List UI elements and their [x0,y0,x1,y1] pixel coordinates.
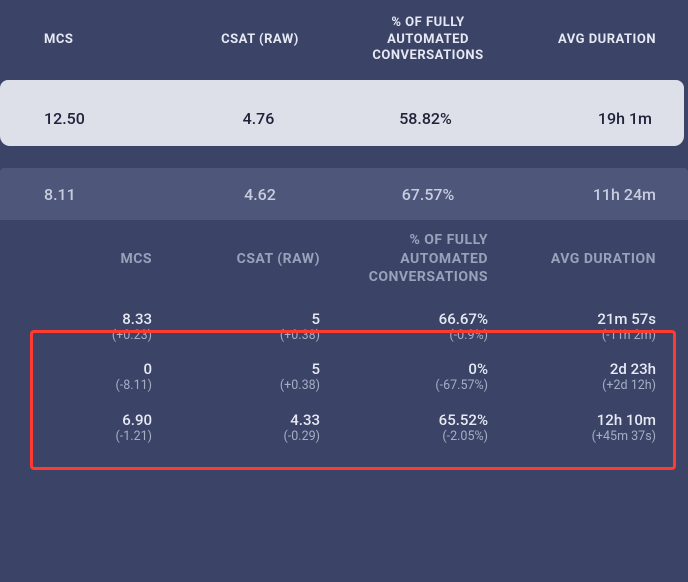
delta: (+0.38) [176,328,320,344]
delta: (-2.05%) [344,429,488,445]
cell-csat: 4.33 (-0.29) [176,411,344,445]
value: 5 [176,310,320,328]
highlight-duration: 19h 1m [509,109,676,128]
table-row[interactable]: 0 (-8.11) 5 (+0.38) 0% (-67.57%) 2d 23h … [8,354,680,404]
delta: (-8.11) [44,378,152,394]
value: 21m 57s [512,310,656,328]
cell-mcs: 6.90 (-1.21) [8,411,176,445]
value: 12h 10m [512,411,656,429]
highlight-row-top [0,80,684,90]
delta: (-67.57%) [344,378,488,394]
cell-auto: 65.52% (-2.05%) [344,411,512,445]
value: 0 [44,360,152,378]
summary-csat: 4.62 [176,185,344,204]
cell-duration: 2d 23h (+2d 12h) [512,360,680,394]
col-header-auto: % OF FULLY AUTOMATED CONVERSATIONS [344,15,512,66]
data-region: 8.33 (+0.23) 5 (+0.38) 66.67% (-0.9%) 21… [0,298,688,463]
value: 5 [176,360,320,378]
table-row[interactable]: 8.33 (+0.23) 5 (+0.38) 66.67% (-0.9%) 21… [8,304,680,354]
value: 66.67% [344,310,488,328]
cell-auto: 0% (-67.57%) [344,360,512,394]
highlight-row[interactable]: 12.50 4.76 58.82% 19h 1m [0,90,684,146]
col-header-mcs: MCS [8,32,176,49]
col2-header-mcs: MCS [8,250,176,269]
delta: (-0.9%) [344,328,488,344]
cell-auto: 66.67% (-0.9%) [344,310,512,344]
highlight-csat: 4.76 [175,109,342,128]
delta: (+0.23) [44,328,152,344]
cell-mcs: 0 (-8.11) [8,360,176,394]
cell-csat: 5 (+0.38) [176,310,344,344]
value: 8.33 [44,310,152,328]
summary-auto: 67.57% [344,185,512,204]
delta: (+2d 12h) [512,378,656,394]
table-header-row: MCS CSAT (RAW) % OF FULLY AUTOMATED CONV… [0,0,688,80]
summary-mcs: 8.11 [8,185,176,204]
highlight-auto: 58.82% [342,109,509,128]
cell-mcs: 8.33 (+0.23) [8,310,176,344]
summary-duration: 11h 24m [512,185,680,204]
col-header-duration: AVG DURATION [512,32,680,49]
value: 6.90 [44,411,152,429]
cell-duration: 12h 10m (+45m 37s) [512,411,680,445]
table-row[interactable]: 6.90 (-1.21) 4.33 (-0.29) 65.52% (-2.05%… [8,405,680,455]
col-header-csat: CSAT (RAW) [176,32,344,49]
summary-row[interactable]: 8.11 4.62 67.57% 11h 24m [0,168,688,220]
cell-duration: 21m 57s (-11h 2m) [512,310,680,344]
spacer [0,146,688,168]
delta: (-0.29) [176,429,320,445]
delta: (-11h 2m) [512,328,656,344]
col2-header-auto: % OF FULLY AUTOMATED CONVERSATIONS [344,231,512,288]
col2-header-csat: CSAT (RAW) [176,250,344,269]
value: 4.33 [176,411,320,429]
delta: (+0.38) [176,378,320,394]
value: 65.52% [344,411,488,429]
value: 2d 23h [512,360,656,378]
col2-header-duration: AVG DURATION [512,250,680,269]
delta: (-1.21) [44,429,152,445]
cell-csat: 5 (+0.38) [176,360,344,394]
value: 0% [344,360,488,378]
highlight-mcs: 12.50 [8,109,175,128]
delta: (+45m 37s) [512,429,656,445]
table-subheader-row: MCS CSAT (RAW) % OF FULLY AUTOMATED CONV… [0,220,688,298]
